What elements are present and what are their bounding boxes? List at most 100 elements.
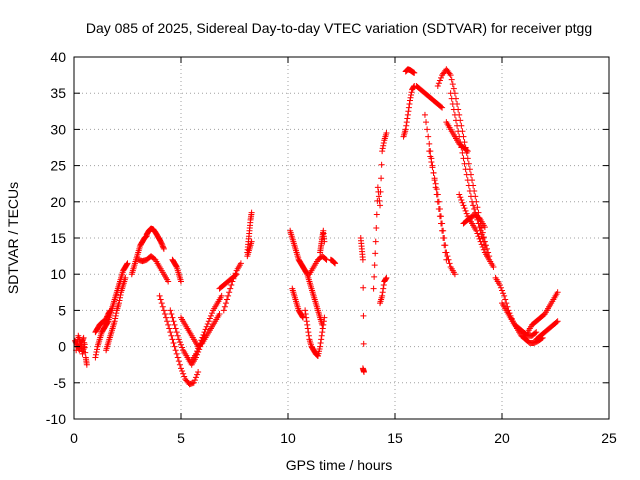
data-point [404, 111, 411, 118]
data-point [428, 158, 435, 165]
data-point [179, 344, 186, 351]
series-arc-i [156, 292, 202, 388]
data-point [360, 284, 367, 291]
data-point [464, 148, 471, 155]
data-point [408, 92, 415, 99]
data-point [360, 340, 367, 347]
series-arc-k [169, 256, 184, 285]
data-point [406, 101, 413, 108]
data-point [383, 274, 390, 281]
data-point [178, 341, 184, 348]
series-arc-v [317, 227, 328, 256]
data-point [455, 128, 462, 135]
data-point [434, 191, 441, 198]
data-point [174, 354, 181, 361]
data-point [304, 325, 311, 332]
data-point [462, 166, 469, 173]
data-point [479, 244, 486, 251]
data-point [160, 245, 167, 252]
y-tick-label: -10 [46, 411, 66, 427]
data-point [436, 206, 443, 213]
data-point [113, 310, 120, 317]
x-tick-label: 5 [177, 430, 185, 446]
data-point [372, 250, 379, 257]
data-point [436, 77, 443, 84]
data-point [431, 175, 438, 182]
data-point [463, 147, 470, 154]
data-point [476, 224, 483, 231]
data-point [112, 315, 119, 322]
data-point [405, 104, 412, 111]
data-point [469, 198, 476, 205]
data-point [461, 160, 468, 167]
data-point [92, 351, 99, 358]
data-point [216, 311, 223, 318]
data-point [382, 275, 389, 282]
data-point [372, 238, 379, 245]
data-point [194, 371, 201, 378]
data-point [533, 329, 540, 336]
x-tick-label: 0 [70, 430, 78, 446]
data-point [169, 336, 176, 343]
series-arc-e [103, 274, 129, 354]
data-point [77, 342, 84, 349]
data-point [425, 133, 432, 140]
y-axis-label: SDTVAR / TECUs [5, 182, 21, 294]
data-point [440, 227, 447, 234]
data-point [178, 278, 184, 285]
data-point [478, 241, 485, 248]
data-point [456, 191, 463, 198]
y-tick-label: 10 [50, 266, 66, 282]
data-point [116, 297, 123, 304]
data-point [433, 186, 440, 193]
data-point [376, 197, 383, 204]
data-point [321, 238, 328, 245]
x-tick-label: 20 [494, 430, 510, 446]
series-arc-l [188, 292, 225, 365]
data-point [446, 260, 453, 267]
data-point [94, 346, 101, 353]
data-point [248, 238, 255, 245]
x-tick-label: 25 [601, 430, 617, 446]
data-point [170, 339, 177, 346]
data-point [169, 314, 176, 321]
data-point [103, 314, 110, 321]
data-point [83, 361, 90, 368]
chart-title: Day 085 of 2025, Sidereal Day-to-day VTE… [86, 20, 592, 36]
data-point [465, 182, 472, 189]
data-point [448, 95, 455, 102]
data-point [403, 122, 410, 129]
data-point [303, 314, 310, 321]
data-point [209, 310, 216, 317]
data-point [112, 312, 119, 319]
data-point [226, 289, 233, 296]
data-point [237, 260, 244, 267]
y-tick-label: 0 [58, 339, 66, 355]
data-point [474, 230, 481, 237]
data-point [502, 296, 509, 303]
data-point [192, 374, 199, 381]
data-point [473, 227, 480, 234]
data-point [359, 365, 366, 372]
data-point [221, 303, 228, 310]
data-point [173, 263, 180, 270]
data-point [194, 348, 201, 355]
axis-ticks: 0 5 10 15 20 25 -10 -5 0 5 10 15 20 25 30 35 40 [46, 49, 617, 446]
data-point [175, 336, 182, 343]
data-point [379, 145, 386, 152]
data-point [374, 184, 381, 191]
data-point [122, 274, 129, 281]
data-point [427, 153, 434, 160]
data-point [445, 256, 452, 263]
data-point [359, 256, 366, 263]
data-point [233, 271, 240, 278]
data-point [305, 332, 312, 339]
data-point [405, 108, 412, 115]
x-tick-label: 15 [387, 430, 403, 446]
data-point [107, 307, 114, 314]
data-point [93, 349, 100, 356]
data-point [439, 104, 446, 111]
data-point [248, 209, 255, 216]
data-point [204, 320, 211, 327]
